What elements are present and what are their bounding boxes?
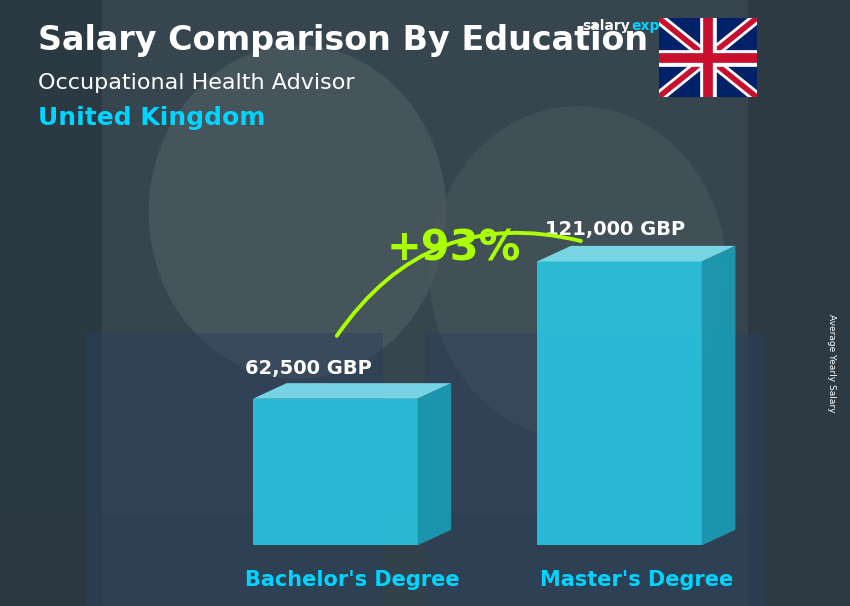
Bar <box>85 333 382 606</box>
Polygon shape <box>417 383 451 545</box>
Text: Master's Degree: Master's Degree <box>540 570 733 590</box>
Bar <box>425 333 765 606</box>
Text: Average Yearly Salary: Average Yearly Salary <box>827 315 836 413</box>
Polygon shape <box>702 246 735 545</box>
Polygon shape <box>537 261 702 545</box>
Bar <box>0 0 102 606</box>
Bar <box>0 515 850 606</box>
Text: .com: .com <box>689 19 727 33</box>
Text: 62,500 GBP: 62,500 GBP <box>246 359 372 378</box>
Text: Salary Comparison By Education: Salary Comparison By Education <box>38 24 649 57</box>
Text: explorer: explorer <box>632 19 697 33</box>
Polygon shape <box>253 399 417 545</box>
Text: United Kingdom: United Kingdom <box>38 106 266 130</box>
Ellipse shape <box>429 106 727 439</box>
Text: Occupational Health Advisor: Occupational Health Advisor <box>38 73 355 93</box>
Text: salary: salary <box>582 19 630 33</box>
Ellipse shape <box>149 45 446 379</box>
Text: +93%: +93% <box>386 228 520 270</box>
Polygon shape <box>253 383 451 399</box>
Polygon shape <box>537 246 735 261</box>
FancyArrowPatch shape <box>337 233 581 336</box>
Text: Bachelor's Degree: Bachelor's Degree <box>245 570 459 590</box>
Text: 121,000 GBP: 121,000 GBP <box>545 220 685 239</box>
Bar <box>748 0 850 606</box>
